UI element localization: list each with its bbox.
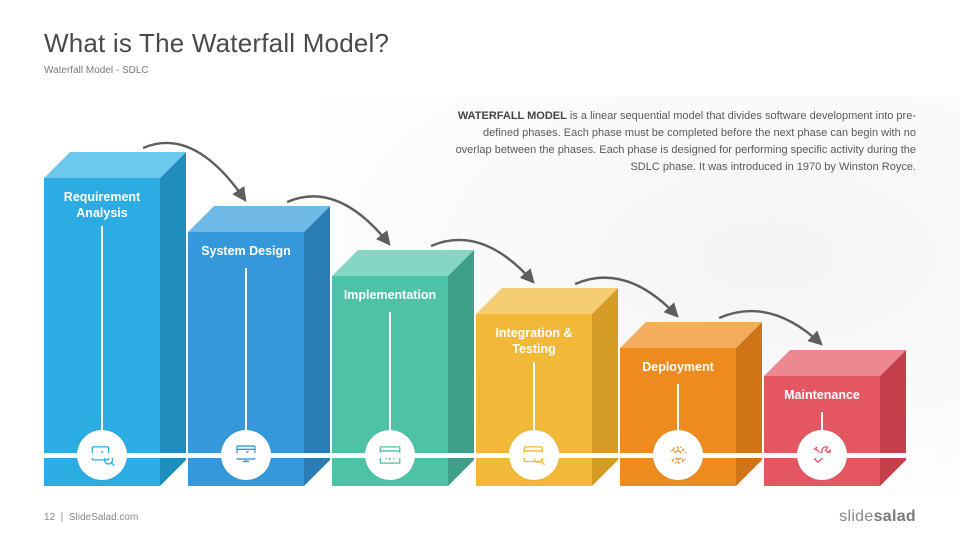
bar-label: Requirement Analysis [44, 190, 160, 221]
footer-site: SlideSalad.com [69, 512, 138, 523]
waterfall-bar-0: Requirement Analysis [44, 178, 160, 486]
waterfall-chart: Requirement Analysis System Design Impleme… [44, 118, 916, 486]
waterfall-bar-4: Deployment [620, 348, 736, 486]
waterfall-bar-5: Maintenance [764, 376, 880, 486]
bar-label: System Design [188, 244, 304, 260]
waterfall-bar-3: Integration & Testing [476, 314, 592, 486]
page-title: What is The Waterfall Model? [44, 28, 916, 59]
page-subtitle: Waterfall Model - SDLC [44, 65, 916, 76]
brand-logo: slidesalad [839, 508, 916, 526]
bar-label: Deployment [620, 360, 736, 376]
timeline-arrow [44, 453, 918, 458]
bar-label: Implementation [332, 288, 448, 304]
bar-label: Maintenance [764, 388, 880, 404]
waterfall-bar-1: System Design [188, 232, 304, 486]
footer: 12 | SlideSalad.com slidesalad [44, 508, 916, 526]
bar-label: Integration & Testing [476, 326, 592, 357]
page-number: 12 [44, 512, 55, 523]
